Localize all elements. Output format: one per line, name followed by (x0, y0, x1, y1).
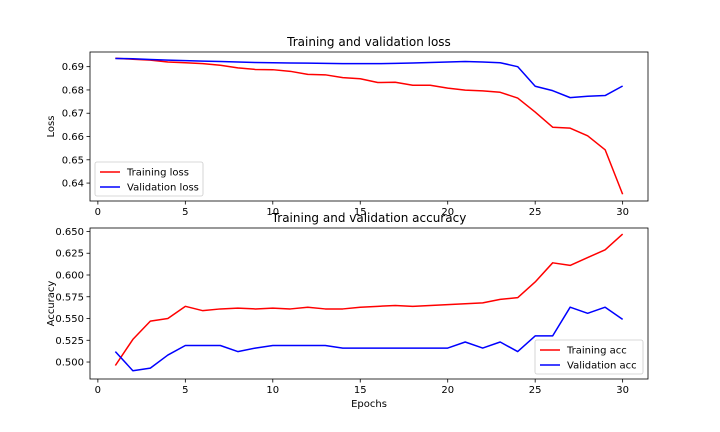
series-line-training-acc (114, 233, 624, 366)
loss-chart: Training and validation loss 0 5 10 15 20 25 30… (46, 35, 649, 218)
series-line-validation-loss (115, 57, 623, 99)
x-tick-label: 10 (266, 385, 279, 396)
plot-frame (89, 227, 649, 380)
x-tick-label: 5 (182, 207, 188, 218)
x-tick-label: 20 (441, 385, 454, 396)
y-tick-label: 0.65 (62, 155, 84, 166)
x-tick-label: 5 (182, 385, 188, 396)
series-line-validation-acc (114, 306, 624, 372)
x-tick-label: 10 (266, 207, 279, 218)
plot-frame (89, 51, 649, 202)
x-tick-label: 25 (529, 385, 542, 396)
legend-box (534, 339, 644, 375)
legend-label: Training loss (126, 168, 189, 179)
y-tick-label: 0.650 (55, 227, 84, 238)
x-tick-label: 15 (354, 207, 367, 218)
legend: Training loss Validation loss (94, 161, 204, 197)
legend: Training acc Validation acc (534, 339, 644, 375)
legend-label: Validation loss (127, 183, 199, 194)
y-tick-label: 0.550 (55, 314, 84, 325)
x-tick-label: 25 (529, 207, 542, 218)
y-axis-label: Loss (46, 116, 57, 138)
y-tick-label: 0.600 (55, 270, 84, 281)
x-tick-label: 0 (95, 207, 101, 218)
y-tick-label: 0.68 (62, 85, 84, 96)
chart-title: Training and validation loss (286, 35, 451, 49)
y-tick-label: 0.575 (55, 292, 84, 303)
x-tick-label: 30 (616, 207, 629, 218)
series-line-training-loss (115, 57, 624, 195)
legend-box (94, 161, 204, 197)
accuracy-chart: Training and validation accuracy 0 5 10 15 20… (46, 211, 649, 410)
x-tick-label: 20 (441, 207, 454, 218)
y-tick-label: 0.500 (55, 358, 84, 369)
x-tick-label: 15 (354, 385, 367, 396)
x-tick-label: 0 (95, 385, 101, 396)
y-tick-label: 0.67 (62, 109, 84, 120)
y-tick-label: 0.64 (62, 179, 84, 190)
y-axis-label: Accuracy (46, 281, 57, 327)
y-tick-label: 0.525 (55, 336, 84, 347)
legend-label: Validation acc (567, 361, 637, 372)
legend-label: Training acc (566, 346, 627, 357)
y-tick-label: 0.66 (62, 132, 84, 143)
x-axis-label: Epochs (351, 399, 387, 410)
y-tick-label: 0.625 (55, 249, 84, 260)
x-tick-label: 30 (616, 385, 629, 396)
chart-title: Training and validation accuracy (271, 211, 467, 225)
y-tick-label: 0.69 (62, 62, 84, 73)
